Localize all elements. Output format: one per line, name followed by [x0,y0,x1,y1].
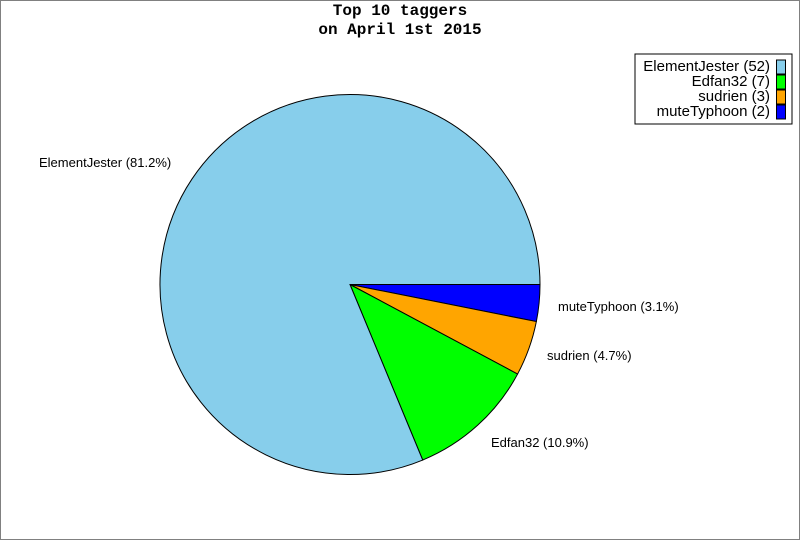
svg-text:ElementJester (81.2%): ElementJester (81.2%) [39,155,171,170]
svg-text:muteTyphoon (3.1%): muteTyphoon (3.1%) [558,299,679,314]
svg-text:sudrien (4.7%): sudrien (4.7%) [547,348,632,363]
svg-text:Edfan32 (10.9%): Edfan32 (10.9%) [491,435,589,450]
svg-text:muteTyphoon (2): muteTyphoon (2) [657,103,770,120]
svg-text:on April 1st 2015: on April 1st 2015 [318,21,481,39]
svg-text:Top 10 taggers: Top 10 taggers [333,2,467,20]
